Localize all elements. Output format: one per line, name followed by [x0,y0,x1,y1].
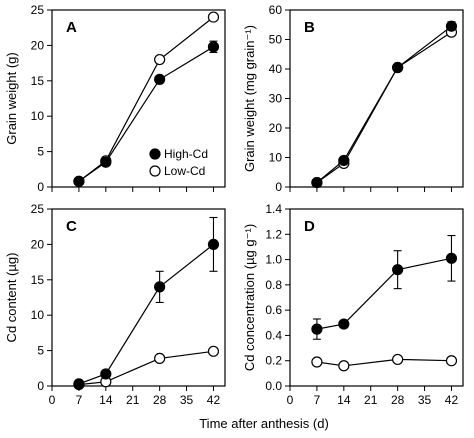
data-point-high-cd [73,175,85,187]
data-point-low-cd [154,352,166,364]
y-tick-label: 1.2 [265,227,282,241]
y-axis-title: Grain weight (g) [4,52,19,144]
data-point-high-cd [207,238,220,250]
data-point-low-cd [338,360,350,372]
data-point-low-cd [445,355,458,367]
y-axis-title: Cd concentration (µg g⁻¹) [242,224,257,371]
x-tick-label: 28 [153,393,167,407]
data-point-high-cd [73,378,85,390]
y-tick-label: 20 [31,237,45,251]
panel-letter: C [66,218,77,235]
y-tick-label: 1.0 [265,253,282,267]
panel-letter: D [304,218,315,235]
legend-label: Low-Cd [164,164,205,178]
x-tick-label: 21 [364,393,378,407]
y-tick-label: 1.4 [265,202,282,216]
y-tick-label: 50 [269,33,283,47]
data-point-high-cd [392,61,404,74]
x-axis-title: Time after anthesis (d) [199,416,329,431]
data-point-high-cd [338,154,350,167]
x-tick-label: 42 [207,393,221,407]
data-point-high-cd [207,41,220,53]
data-point-high-cd [392,264,404,276]
x-tick-label: 0 [49,393,56,407]
x-tick-label: 14 [99,393,113,407]
y-tick-label: 0.8 [265,278,282,292]
x-tick-label: 14 [337,393,351,407]
series-line-high-cd [316,257,452,330]
panel-d: 0.0 0.2 0.4 0.6 0.8 1.0 1.2 1.4 0 7 14 21 28 35 42 Cd c… [242,202,464,407]
plot-frame [289,208,464,387]
panel-a: 0 5 10 15 20 25 Grain weight (g) A High-Cd Low-Cd [4,3,226,194]
series-line-low-cd [78,350,214,386]
series-line-high-cd [316,25,452,184]
x-tick-label: 35 [418,393,432,407]
panel-c: 0 5 10 15 20 25 0 7 14 21 28 35 42 Cd content (µg) C [4,202,226,407]
series-line-low-cd [316,358,452,367]
y-tick-label: 30 [269,92,283,106]
y-tick-label: 15 [31,273,45,287]
data-point-high-cd [445,20,458,32]
data-point-high-cd [100,368,112,380]
data-point-high-cd [154,73,166,85]
x-tick-label: 28 [391,393,405,407]
panel-letter: A [66,19,77,36]
x-tick-label: 0 [287,393,294,407]
y-tick-label: 20 [269,121,283,135]
data-point-high-cd [100,156,112,168]
y-tick-label: 5 [37,344,44,358]
data-point-low-cd [207,345,220,357]
y-tick-label: 0.0 [265,379,282,393]
panel-letter: B [304,19,315,36]
data-point-high-cd [311,323,323,335]
legend-label: High-Cd [164,147,208,161]
y-tick-label: 10 [269,151,283,165]
x-tick-label: 42 [445,393,459,407]
legend-marker [149,148,161,160]
y-tick-label: 10 [31,109,45,123]
x-tick-label: 21 [126,393,140,407]
y-tick-label: 40 [269,62,283,76]
data-point-high-cd [445,252,458,264]
y-tick-label: 60 [269,3,283,17]
x-tick-label: 7 [314,393,321,407]
series-line-high-cd [78,243,214,385]
y-tick-label: 5 [37,145,44,159]
y-tick-label: 0 [275,180,282,194]
y-tick-label: 20 [31,38,45,52]
y-tick-label: 25 [31,202,45,216]
panel-b: 0 10 20 30 40 50 60 Grain weight (mg grain⁻¹) B [242,3,464,194]
legend-marker [149,165,161,177]
data-point-high-cd [154,281,166,293]
data-point-low-cd [392,353,404,366]
plot-frame [51,208,226,387]
y-tick-label: 0 [37,379,44,393]
y-tick-label: 25 [31,3,45,17]
y-tick-label: 0.4 [265,328,282,342]
x-tick-label: 35 [180,393,194,407]
y-axis-title: Grain weight (mg grain⁻¹) [242,25,257,172]
data-point-low-cd [311,356,323,368]
y-tick-label: 15 [31,74,45,88]
y-tick-label: 0.2 [265,354,282,368]
y-tick-label: 0.6 [265,303,282,317]
series-line-low-cd [316,31,452,184]
data-point-low-cd [154,53,166,66]
x-tick-label: 7 [76,393,83,407]
data-point-high-cd [311,176,323,189]
data-point-high-cd [338,318,350,330]
series-line-low-cd [78,16,214,182]
series-line-high-cd [78,46,214,182]
y-tick-label: 10 [31,308,45,322]
plot-frame [51,9,226,188]
data-point-low-cd [207,11,220,23]
y-axis-title: Cd content (µg) [4,253,19,343]
y-tick-label: 0 [37,180,44,194]
